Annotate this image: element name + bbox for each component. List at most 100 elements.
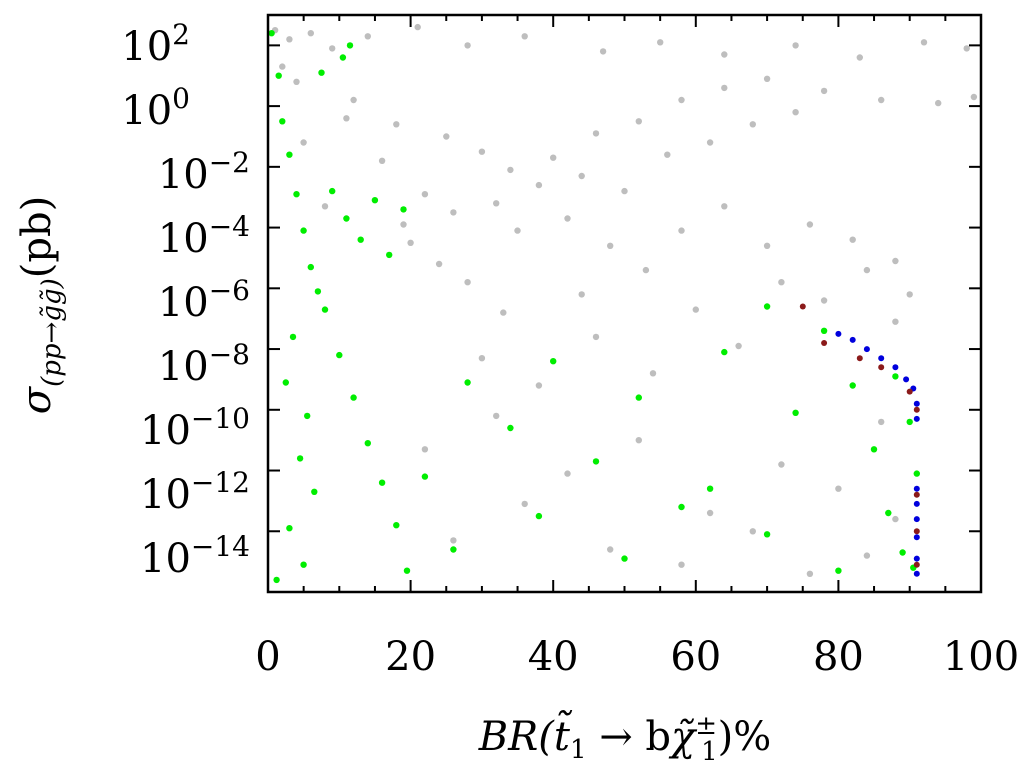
scatter-point	[863, 346, 870, 353]
scatter-point	[913, 491, 920, 498]
scatter-point	[913, 400, 920, 407]
scatter-point	[635, 394, 642, 401]
scatter-point	[599, 48, 607, 55]
scatter-point	[364, 33, 371, 40]
scatter-point	[607, 546, 614, 553]
scatter-point	[885, 509, 892, 517]
scatter-point	[464, 379, 471, 386]
scatter-point	[806, 570, 814, 577]
scatter-point	[820, 327, 828, 334]
scatter-point	[892, 257, 899, 265]
scatter-point	[314, 288, 322, 295]
scatter-point	[642, 266, 650, 274]
scatter-point	[913, 470, 920, 477]
scatter-point	[279, 63, 286, 70]
scatter-point	[507, 166, 514, 174]
scatter-point	[678, 503, 685, 511]
scatter-point	[450, 537, 457, 544]
x-tick-label: 60	[670, 634, 721, 680]
scatter-point	[273, 576, 280, 584]
x-ticks	[267, 15, 982, 592]
scatter-point	[678, 561, 685, 568]
scatter-point	[378, 157, 386, 164]
scatter-point	[478, 355, 486, 362]
y-tick-label: 10−12	[140, 466, 250, 518]
scatter-point	[892, 373, 899, 380]
scatter-point	[339, 54, 347, 61]
scatter-point	[592, 458, 600, 465]
x-axis-label: BR(t̃1 → bχ̃± 1)%	[478, 710, 772, 763]
scatter-point	[913, 555, 920, 562]
scatter-point	[870, 446, 878, 453]
scatter-point	[863, 552, 871, 559]
scatter-point	[878, 364, 885, 371]
scatter-point	[835, 567, 842, 574]
scatter-point	[329, 45, 336, 52]
scatter-point	[346, 42, 354, 49]
scatter-point	[721, 203, 728, 210]
y-tick-label: 10−14	[140, 530, 250, 582]
scatter-point	[421, 191, 429, 198]
scatter-point	[275, 72, 282, 79]
scatter-point	[507, 424, 514, 432]
scatter-point	[321, 203, 329, 210]
plot-frame	[266, 13, 983, 594]
scatter-point	[450, 546, 457, 553]
scatter-point	[300, 139, 307, 146]
scatter-point	[913, 500, 920, 507]
scatter-point	[578, 291, 585, 298]
scatter-point	[706, 139, 714, 146]
scatter-point	[649, 370, 657, 377]
scatter-point	[906, 291, 913, 298]
scatter-point	[749, 121, 756, 128]
scatter-point	[350, 394, 357, 401]
scatter-point	[913, 485, 920, 492]
scatter-point	[329, 187, 336, 195]
scatter-point	[892, 318, 899, 325]
scatter-point	[863, 266, 871, 274]
y-tick-label: 10−6	[158, 274, 250, 326]
scatter-point	[878, 418, 885, 426]
scatter-point	[386, 251, 393, 259]
y-tick-labels: 102 100 10−2 10−4 10−6 10−8 10−10 10−12 …	[121, 18, 250, 582]
scatter-point	[293, 191, 300, 198]
scatter-point	[849, 382, 856, 389]
scatter-point	[913, 415, 920, 422]
scatter-point	[357, 236, 364, 243]
y-ticks	[268, 44, 981, 533]
scatter-point	[906, 418, 913, 426]
scatter-point	[578, 172, 585, 180]
scatter-point	[835, 485, 842, 492]
scatter-point	[414, 23, 421, 31]
scatter-point	[478, 148, 486, 155]
scatter-point	[421, 446, 429, 453]
scatter-point	[706, 485, 714, 492]
scatter-point	[664, 151, 671, 158]
scatter-point	[550, 358, 557, 365]
scatter-point	[621, 555, 628, 562]
scatter-point	[678, 227, 685, 234]
scatter-point	[721, 348, 728, 356]
y-tick-label: 10−2	[158, 146, 250, 198]
scatter-point	[521, 500, 528, 508]
scatter-point	[514, 227, 521, 234]
x-tick-label: 0	[255, 634, 280, 680]
scatter-point	[435, 260, 443, 268]
scatter-point	[286, 36, 293, 43]
y-tick-label: 100	[121, 82, 190, 134]
scatter-point	[343, 215, 350, 222]
scatter-point	[913, 528, 920, 535]
scatter-point	[792, 409, 799, 416]
scatter-point	[735, 342, 742, 350]
scatter-point	[300, 561, 307, 568]
scatter-point	[592, 333, 600, 341]
x-tick-label: 100	[943, 634, 1019, 680]
x-tick-label: 80	[813, 634, 864, 680]
scatter-point	[293, 78, 300, 86]
scatter-point	[792, 42, 799, 49]
scatter-point	[913, 570, 920, 577]
scatter-point	[307, 263, 314, 271]
scatter-point	[906, 388, 913, 395]
scatter-point	[721, 51, 728, 58]
scatter-point	[913, 406, 920, 413]
